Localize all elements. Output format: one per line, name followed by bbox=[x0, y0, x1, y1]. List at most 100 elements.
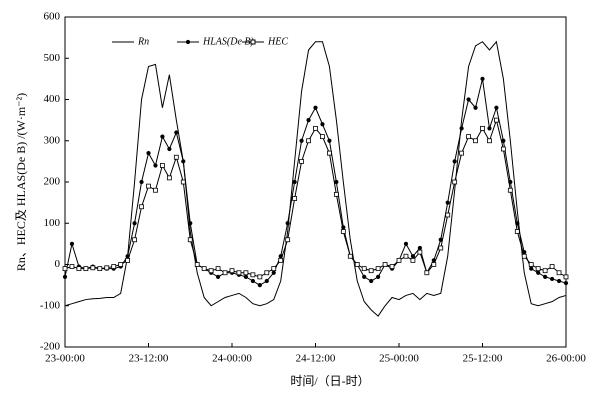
x-tick-label: 24-00:00 bbox=[212, 353, 252, 365]
point bbox=[243, 270, 249, 276]
point bbox=[501, 138, 506, 143]
point bbox=[90, 265, 96, 271]
point bbox=[111, 264, 117, 269]
point bbox=[452, 179, 458, 185]
point bbox=[69, 264, 75, 269]
point bbox=[327, 150, 332, 156]
point bbox=[549, 264, 555, 269]
point bbox=[480, 76, 485, 81]
point bbox=[271, 266, 277, 272]
point bbox=[229, 268, 235, 274]
point bbox=[563, 280, 569, 286]
y-tick-label: -100 bbox=[40, 299, 61, 311]
point bbox=[167, 146, 172, 152]
point bbox=[320, 134, 325, 140]
point bbox=[278, 257, 284, 263]
point bbox=[347, 253, 353, 259]
point bbox=[403, 253, 409, 259]
point bbox=[327, 138, 332, 143]
point bbox=[215, 266, 221, 272]
point bbox=[166, 175, 172, 181]
point bbox=[299, 158, 304, 164]
point bbox=[69, 241, 75, 246]
point bbox=[361, 266, 367, 272]
point bbox=[459, 150, 465, 156]
legend-marker bbox=[185, 39, 191, 45]
point bbox=[556, 278, 562, 284]
point bbox=[132, 237, 137, 243]
legend-label: HEC bbox=[267, 36, 288, 47]
point bbox=[250, 278, 255, 284]
point bbox=[125, 257, 131, 263]
point bbox=[104, 265, 110, 271]
point bbox=[376, 274, 381, 279]
x-tick-label: 25-00:00 bbox=[379, 353, 419, 365]
point bbox=[83, 266, 89, 272]
point bbox=[306, 118, 311, 123]
point bbox=[438, 245, 444, 251]
point bbox=[173, 154, 179, 160]
point bbox=[529, 266, 534, 271]
point bbox=[369, 278, 374, 284]
point bbox=[543, 274, 548, 279]
point bbox=[507, 187, 513, 193]
point bbox=[424, 270, 430, 276]
y-tick-label: 200 bbox=[44, 176, 61, 188]
point bbox=[243, 274, 249, 279]
x-tick-label: 25-12:00 bbox=[463, 353, 503, 365]
point bbox=[313, 125, 318, 131]
point bbox=[473, 138, 478, 144]
point bbox=[153, 187, 158, 193]
y-tick-label: 500 bbox=[44, 52, 61, 64]
point bbox=[514, 229, 520, 234]
point bbox=[535, 266, 541, 272]
point bbox=[160, 163, 165, 168]
point bbox=[76, 266, 82, 272]
point bbox=[480, 125, 485, 131]
point bbox=[417, 249, 423, 255]
point bbox=[333, 191, 339, 197]
point bbox=[382, 262, 388, 267]
point bbox=[118, 262, 124, 267]
y-tick-label: 100 bbox=[44, 217, 61, 229]
series-line bbox=[64, 40, 567, 317]
point bbox=[410, 257, 416, 263]
x-tick-label: 26-00:00 bbox=[546, 353, 586, 365]
point bbox=[410, 254, 416, 259]
point bbox=[188, 221, 193, 226]
point bbox=[362, 274, 367, 279]
point bbox=[306, 138, 311, 144]
point bbox=[466, 134, 471, 140]
x-tick-label: 23-00:00 bbox=[45, 353, 85, 365]
point bbox=[139, 179, 144, 185]
y-tick-label: 600 bbox=[44, 11, 61, 23]
point bbox=[181, 159, 186, 164]
point bbox=[97, 266, 103, 272]
point bbox=[354, 262, 360, 267]
point bbox=[528, 262, 534, 267]
point bbox=[215, 274, 221, 279]
point bbox=[194, 262, 200, 267]
point bbox=[201, 266, 207, 272]
series-line bbox=[64, 118, 567, 278]
point bbox=[313, 105, 318, 110]
point bbox=[494, 117, 499, 123]
point bbox=[542, 268, 548, 274]
point bbox=[445, 212, 451, 218]
point bbox=[180, 179, 186, 185]
point bbox=[160, 134, 165, 139]
point bbox=[146, 183, 151, 189]
point bbox=[264, 270, 270, 276]
point bbox=[494, 105, 499, 110]
point bbox=[174, 130, 179, 135]
point bbox=[285, 221, 290, 226]
point bbox=[236, 270, 242, 276]
point bbox=[368, 268, 374, 274]
point bbox=[271, 270, 276, 275]
legend-label: HLAS(De B) bbox=[202, 36, 254, 47]
point bbox=[403, 241, 409, 246]
point bbox=[62, 266, 68, 272]
point bbox=[257, 274, 263, 280]
point bbox=[299, 138, 304, 143]
